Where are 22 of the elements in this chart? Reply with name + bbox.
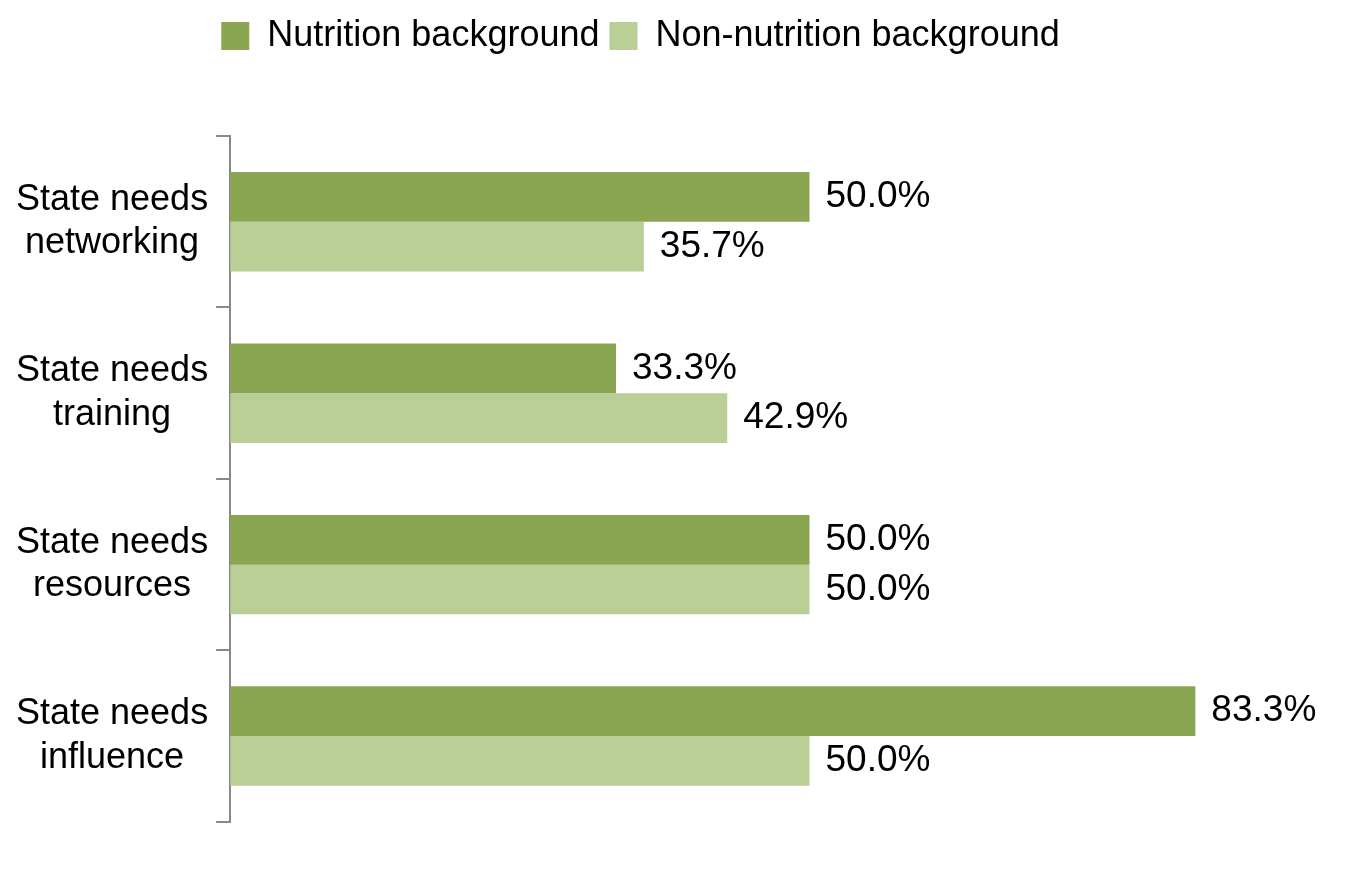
data-label: 50.0% xyxy=(825,516,931,558)
y-tick-label: State needs training xyxy=(16,348,209,433)
bar xyxy=(230,343,616,394)
data-label: 50.0% xyxy=(825,738,931,780)
y-tick-label: State needs resources xyxy=(16,519,209,605)
y-tick-label: State needs influence xyxy=(16,691,209,776)
data-label: 50.0% xyxy=(825,174,931,216)
bar xyxy=(230,514,810,565)
bar xyxy=(230,172,810,222)
bar xyxy=(230,736,810,786)
data-label: 83.3% xyxy=(1211,688,1317,730)
bar xyxy=(230,564,810,615)
data-label: 42.9% xyxy=(743,395,849,437)
data-label: 50.0% xyxy=(825,566,931,608)
y-tick-label: State needs networking xyxy=(16,177,209,262)
data-label: 35.7% xyxy=(659,223,765,265)
bar xyxy=(230,393,728,443)
legend-label: Nutrition background xyxy=(267,12,600,54)
bar xyxy=(230,686,1196,737)
bar xyxy=(230,221,644,272)
data-label: 33.3% xyxy=(632,345,737,387)
legend-label: Non-nutrition background xyxy=(655,12,1060,54)
